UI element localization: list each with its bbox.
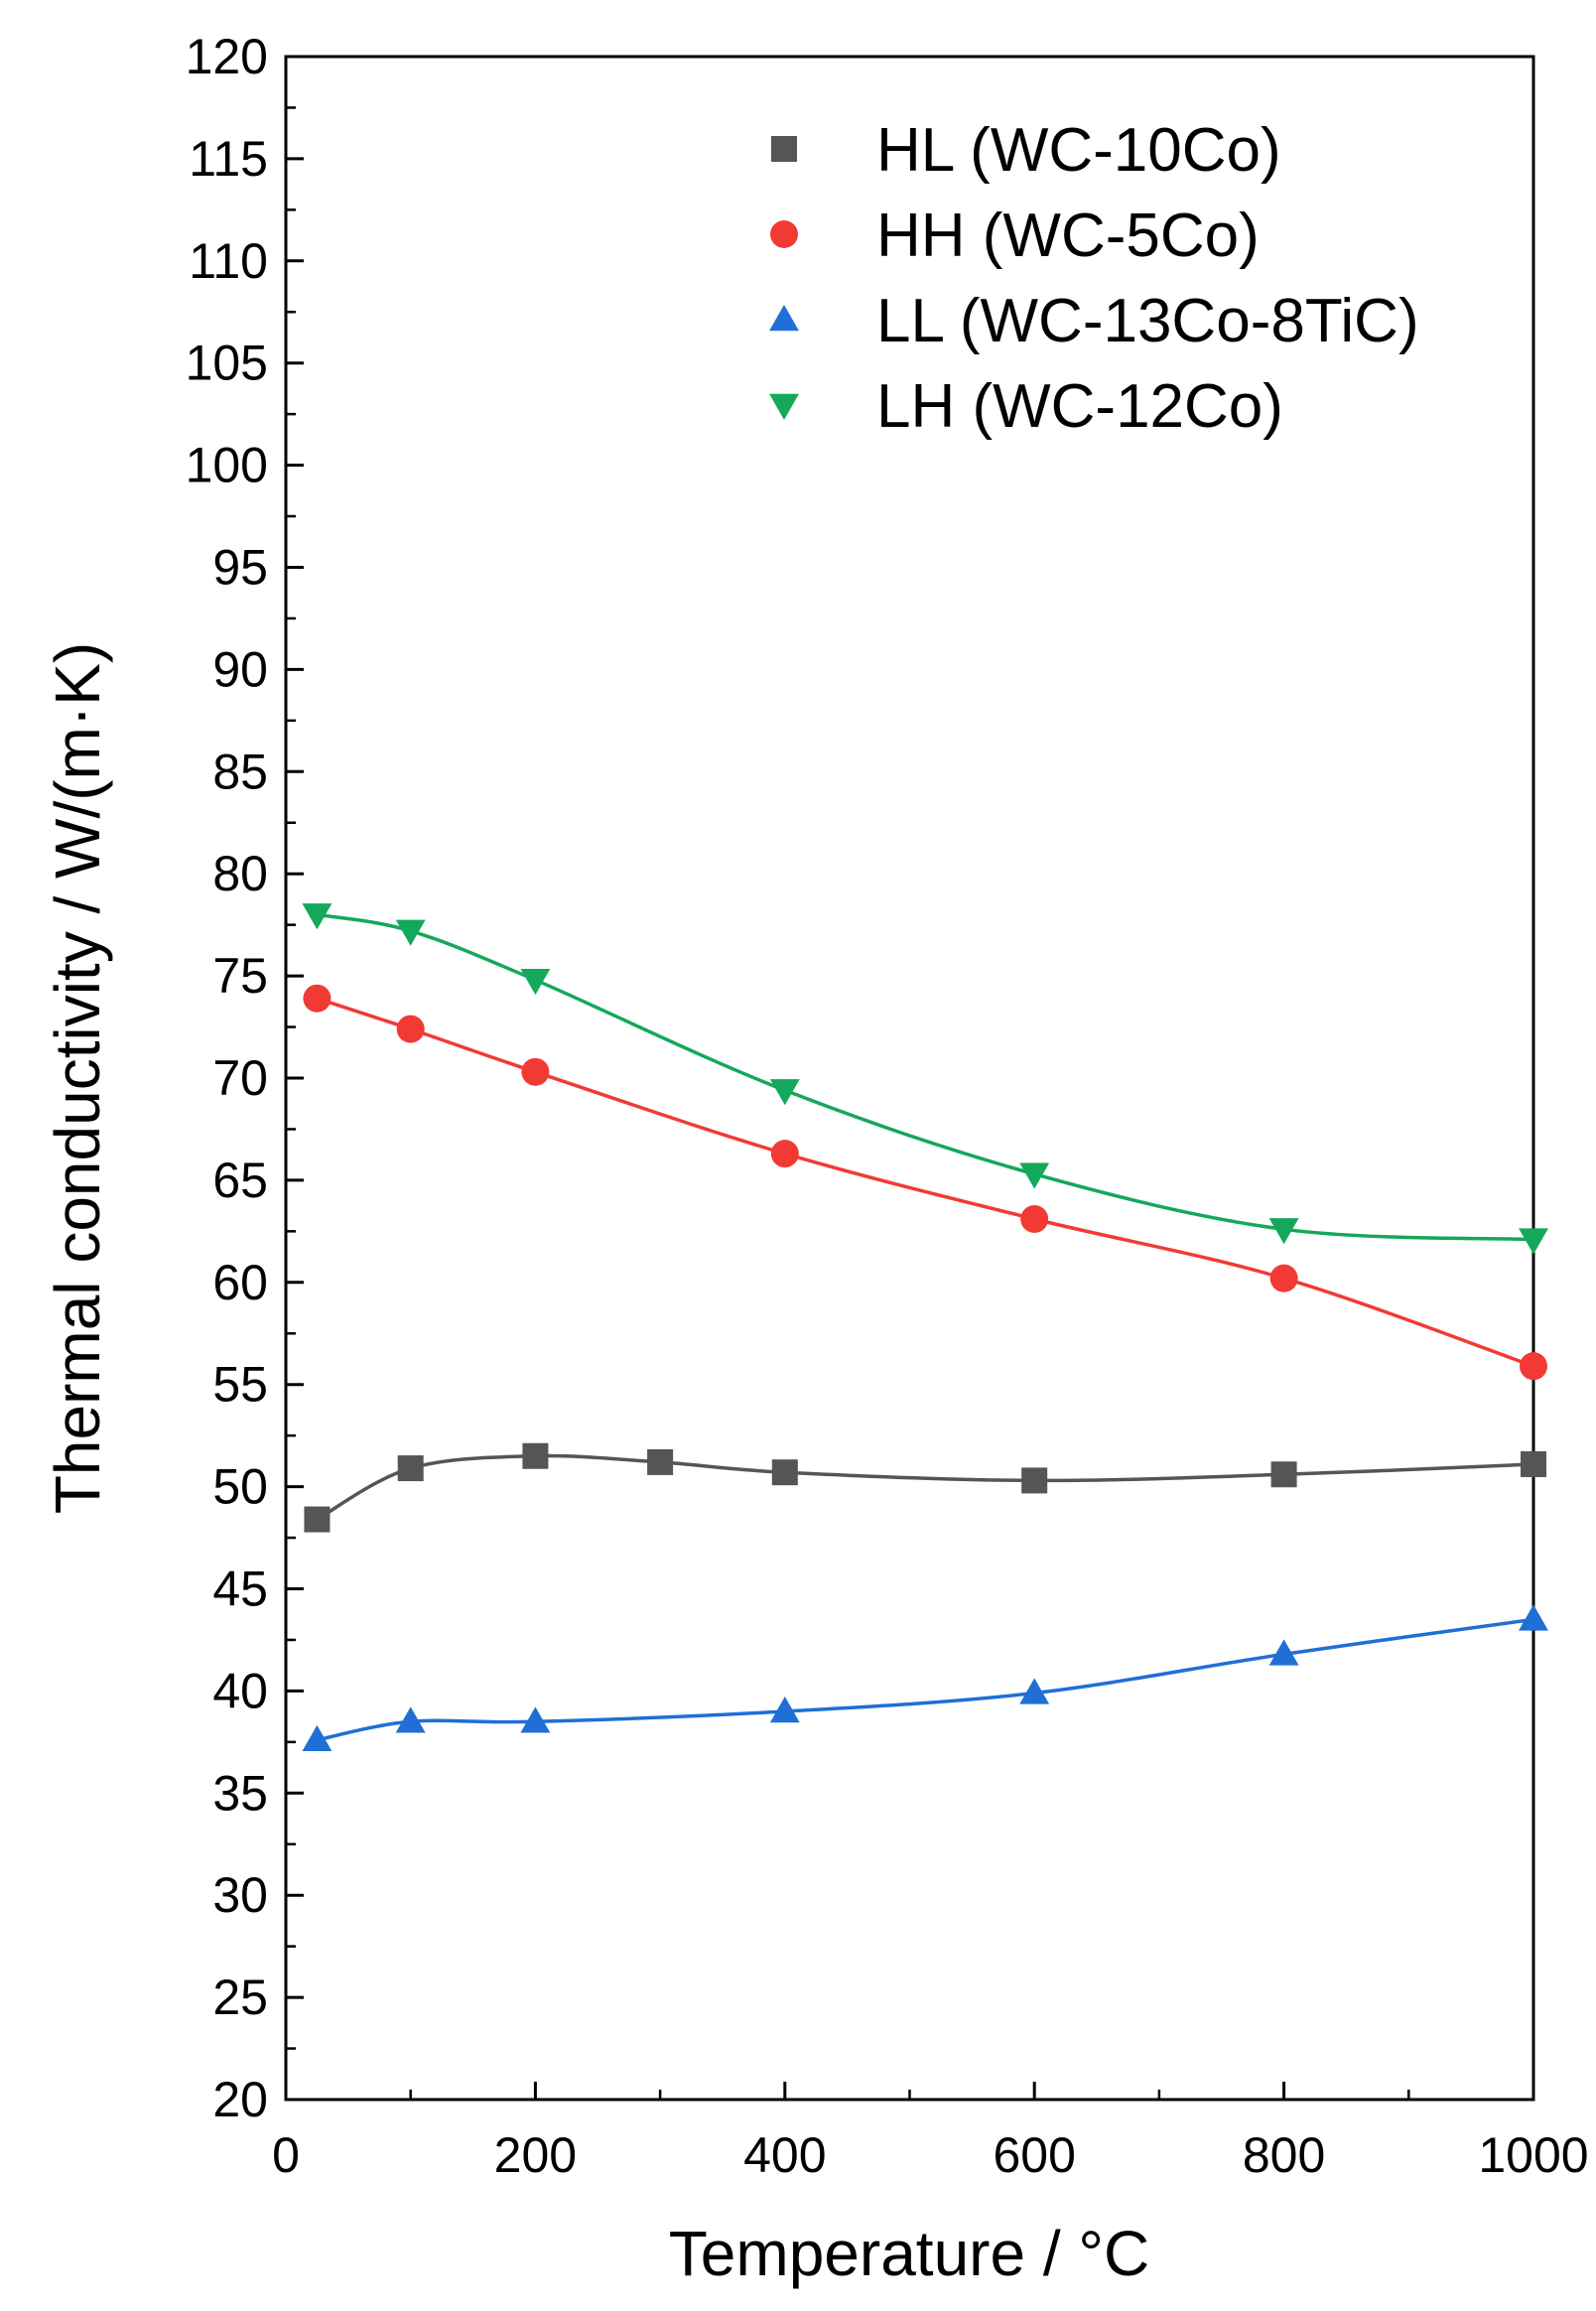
y-tick-label: 45 <box>212 1562 268 1617</box>
legend-marker <box>769 393 799 420</box>
legend-marker <box>771 136 797 162</box>
data-point <box>1269 1264 1298 1292</box>
data-point <box>770 1140 799 1168</box>
x-tick-label: 600 <box>993 2127 1075 2183</box>
legend: HL (WC-10Co) HH (WC-5Co) LL (WC-13Co-8TiC)… <box>769 116 1419 441</box>
legend-label: HH (WC-5Co) <box>876 202 1260 270</box>
data-point <box>1270 1461 1297 1488</box>
data-point <box>396 1015 425 1043</box>
y-tick-label: 75 <box>212 948 268 1004</box>
legend-label: LL (WC-13Co-8TiC) <box>876 287 1419 355</box>
y-tick-label: 40 <box>212 1663 268 1718</box>
data-point <box>521 1057 550 1086</box>
legend-marker <box>770 220 798 248</box>
series-line <box>317 1617 1534 1742</box>
data-point <box>1021 1467 1048 1494</box>
y-axis: 20 25 30 35 40 45 50 55 60 65 70 75 80 85 90 95 100 105 11… <box>186 29 304 2127</box>
y-tick-label: 80 <box>212 846 268 901</box>
series-layer <box>302 903 1548 1752</box>
series-0 <box>304 1442 1546 1533</box>
data-point <box>397 1455 424 1482</box>
x-tick-label: 1000 <box>1478 2127 1588 2183</box>
y-tick-label: 95 <box>212 540 268 596</box>
data-point <box>769 1079 800 1106</box>
y-tick-label: 60 <box>212 1255 268 1310</box>
data-point <box>302 903 332 930</box>
y-tick-label: 100 <box>186 438 268 493</box>
data-point <box>1019 1162 1050 1189</box>
y-tick-label: 115 <box>189 131 268 187</box>
data-point <box>1520 1352 1547 1381</box>
y-tick-label: 120 <box>186 29 268 84</box>
data-point <box>1268 1218 1299 1245</box>
y-tick-label: 85 <box>212 744 268 799</box>
data-point <box>304 1506 331 1533</box>
series-1 <box>303 984 1547 1381</box>
data-point <box>302 1724 332 1752</box>
x-axis-title: Temperature / °C <box>669 2218 1149 2289</box>
data-point <box>769 1697 800 1723</box>
data-point <box>1519 1228 1548 1255</box>
x-axis: 0 200 400 600 800 1000 <box>272 2082 1589 2183</box>
y-tick-label: 90 <box>212 641 268 697</box>
data-point <box>1519 1604 1548 1631</box>
data-point <box>1521 1450 1546 1477</box>
y-tick-label: 30 <box>212 1867 268 1923</box>
y-tick-label: 110 <box>189 233 268 289</box>
y-tick-label: 55 <box>212 1357 268 1413</box>
data-point <box>395 919 426 946</box>
series-line <box>316 1453 1534 1522</box>
x-tick-label: 400 <box>743 2127 826 2183</box>
plot-frame <box>284 55 1535 2102</box>
y-tick-label: 25 <box>212 1970 268 2025</box>
y-tick-label: 35 <box>212 1765 268 1821</box>
x-tick-label: 0 <box>272 2127 300 2183</box>
x-tick-label: 200 <box>494 2127 577 2183</box>
data-point <box>395 1706 426 1733</box>
y-tick-label: 70 <box>212 1050 268 1106</box>
data-point <box>520 969 551 996</box>
y-tick-label: 20 <box>212 2072 268 2127</box>
data-point <box>1268 1639 1299 1666</box>
legend-label: HL (WC-10Co) <box>876 116 1281 185</box>
series-2 <box>302 1604 1548 1752</box>
y-tick-label: 65 <box>212 1153 268 1208</box>
data-point <box>647 1448 674 1475</box>
series-line <box>316 997 1534 1368</box>
legend-marker <box>769 305 799 332</box>
y-axis-title: Thermal conductivity / W/(m·K) <box>42 642 113 1514</box>
data-point <box>520 1706 551 1733</box>
data-point <box>1019 1678 1050 1704</box>
y-tick-label: 50 <box>212 1459 268 1515</box>
y-tick-label: 105 <box>186 336 268 391</box>
legend-label: LH (WC-12Co) <box>876 372 1283 441</box>
data-point <box>522 1442 549 1469</box>
series-3 <box>302 903 1548 1255</box>
data-point <box>303 984 332 1013</box>
data-point <box>1020 1205 1049 1234</box>
data-point <box>771 1459 798 1486</box>
x-tick-label: 800 <box>1243 2127 1325 2183</box>
